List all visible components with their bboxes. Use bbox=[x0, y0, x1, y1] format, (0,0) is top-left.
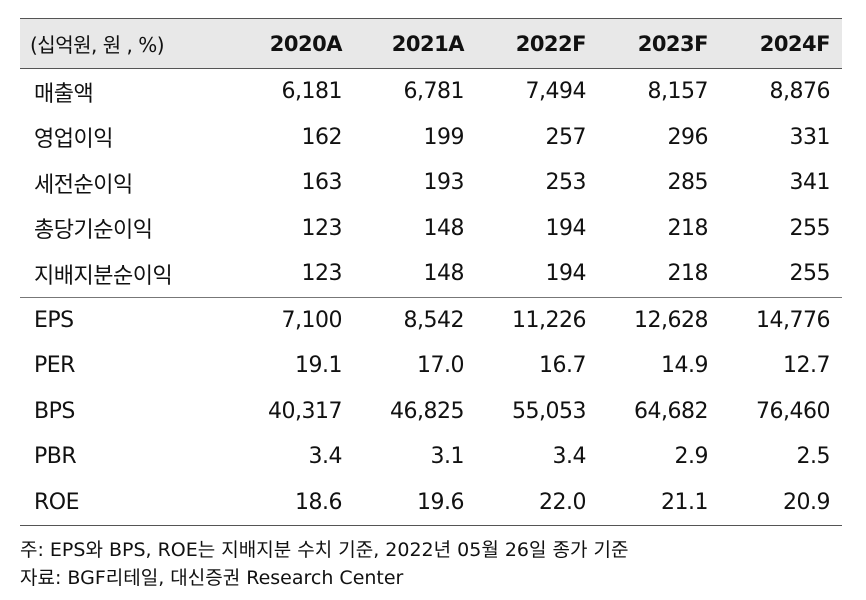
table-row-revenue: 매출액 6,181 6,781 7,494 8,157 8,876 bbox=[20, 69, 842, 115]
table-cell: 123 bbox=[301, 261, 343, 287]
table-cell: 19.1 bbox=[295, 353, 342, 379]
table-cell: 148 bbox=[423, 261, 465, 287]
year-header: 2021A bbox=[354, 18, 476, 69]
table-cell: 20.9 bbox=[720, 479, 842, 526]
financial-table-container: (십억원, 원 , %) 2020A 2021A 2022F 2023F 202… bbox=[20, 18, 842, 526]
unit-header: (십억원, 원 , %) bbox=[20, 18, 232, 69]
table-row-roe: ROE 18.6 19.6 22.0 21.1 20.9 bbox=[20, 479, 842, 526]
table-cell: 19.6 bbox=[354, 479, 476, 526]
row-label: 매출액 bbox=[34, 81, 94, 107]
table-cell: 21.1 bbox=[598, 479, 720, 526]
table-cell: 14,776 bbox=[720, 296, 842, 343]
table-row-pbr: PBR 3.4 3.1 3.4 2.9 2.5 bbox=[20, 434, 842, 480]
row-label: 세전순이익 bbox=[34, 172, 133, 198]
table-cell: 40,317 bbox=[268, 398, 342, 424]
table-cell: 7,100 bbox=[232, 296, 354, 343]
table-row-eps: EPS 7,100 8,542 11,226 12,628 14,776 bbox=[20, 296, 842, 343]
year-header: 2020A bbox=[232, 18, 354, 69]
table-cell: 253 bbox=[545, 170, 587, 196]
row-label: EPS bbox=[20, 296, 232, 343]
table-row-bps: BPS 40,317 46,825 55,053 64,682 76,460 bbox=[20, 389, 842, 435]
table-cell: 255 bbox=[789, 261, 831, 287]
table-cell: 22.0 bbox=[476, 479, 598, 526]
table-cell: 17.0 bbox=[417, 353, 464, 379]
table-cell: 8,542 bbox=[354, 296, 476, 343]
table-cell: 16.7 bbox=[539, 353, 586, 379]
table-cell: 8,876 bbox=[769, 79, 831, 105]
row-label: BPS bbox=[34, 398, 75, 424]
table-header-row: (십억원, 원 , %) 2020A 2021A 2022F 2023F 202… bbox=[20, 18, 842, 69]
table-cell: 12.7 bbox=[783, 353, 830, 379]
table-cell: 18.6 bbox=[232, 479, 354, 526]
table-row-per: PER 19.1 17.0 16.7 14.9 12.7 bbox=[20, 343, 842, 389]
table-cell: 14.9 bbox=[661, 353, 708, 379]
row-label: ROE bbox=[20, 479, 232, 526]
table-cell: 6,781 bbox=[403, 79, 465, 105]
year-header: 2022F bbox=[476, 18, 598, 69]
table-cell: 148 bbox=[423, 215, 465, 241]
table-cell: 218 bbox=[667, 215, 709, 241]
table-cell: 64,682 bbox=[634, 398, 708, 424]
row-label: PBR bbox=[34, 444, 77, 470]
table-cell: 199 bbox=[423, 124, 465, 150]
table-cell: 55,053 bbox=[512, 398, 586, 424]
row-label: PER bbox=[34, 353, 75, 379]
source-note: 자료: BGF리테일, 대신증권 Research Center bbox=[20, 567, 404, 589]
table-cell: 2.9 bbox=[674, 444, 709, 470]
table-cell: 285 bbox=[667, 170, 709, 196]
table-row-net-income: 총당기순이익 123 148 194 218 255 bbox=[20, 206, 842, 252]
table-cell: 12,628 bbox=[598, 296, 720, 343]
table-cell: 3.4 bbox=[308, 444, 343, 470]
table-row-pretax-income: 세전순이익 163 193 253 285 341 bbox=[20, 160, 842, 206]
table-cell: 8,157 bbox=[647, 79, 709, 105]
table-row-controlling-net-income: 지배지분순이익 123 148 194 218 255 bbox=[20, 251, 842, 297]
table-cell: 46,825 bbox=[390, 398, 464, 424]
table-cell: 6,181 bbox=[281, 79, 343, 105]
row-label: 영업이익 bbox=[34, 127, 113, 153]
table-cell: 2.5 bbox=[796, 444, 831, 470]
year-header: 2024F bbox=[720, 18, 842, 69]
table-cell: 257 bbox=[545, 124, 587, 150]
table-row-operating-profit: 영업이익 162 199 257 296 331 bbox=[20, 115, 842, 161]
table-cell: 3.1 bbox=[430, 444, 465, 470]
table-cell: 194 bbox=[545, 215, 587, 241]
financial-summary-table: (십억원, 원 , %) 2020A 2021A 2022F 2023F 202… bbox=[20, 18, 842, 526]
table-cell: 331 bbox=[789, 124, 831, 150]
table-cell: 3.4 bbox=[552, 444, 587, 470]
table-cell: 255 bbox=[789, 215, 831, 241]
table-cell: 76,460 bbox=[756, 398, 830, 424]
table-cell: 193 bbox=[423, 170, 465, 196]
table-cell: 163 bbox=[301, 170, 343, 196]
table-cell: 296 bbox=[667, 124, 709, 150]
table-cell: 194 bbox=[545, 261, 587, 287]
row-label: 총당기순이익 bbox=[34, 218, 153, 244]
year-header: 2023F bbox=[598, 18, 720, 69]
table-cell: 7,494 bbox=[525, 79, 587, 105]
table-cell: 11,226 bbox=[476, 296, 598, 343]
table-cell: 123 bbox=[301, 215, 343, 241]
table-cell: 218 bbox=[667, 261, 709, 287]
table-cell: 341 bbox=[789, 170, 831, 196]
table-cell: 162 bbox=[301, 124, 343, 150]
footnote: 주: EPS와 BPS, ROE는 지배지분 수치 기준, 2022년 05월 … bbox=[20, 539, 629, 561]
table-footnotes: 주: EPS와 BPS, ROE는 지배지분 수치 기준, 2022년 05월 … bbox=[20, 536, 629, 592]
row-label: 지배지분순이익 bbox=[34, 263, 173, 289]
